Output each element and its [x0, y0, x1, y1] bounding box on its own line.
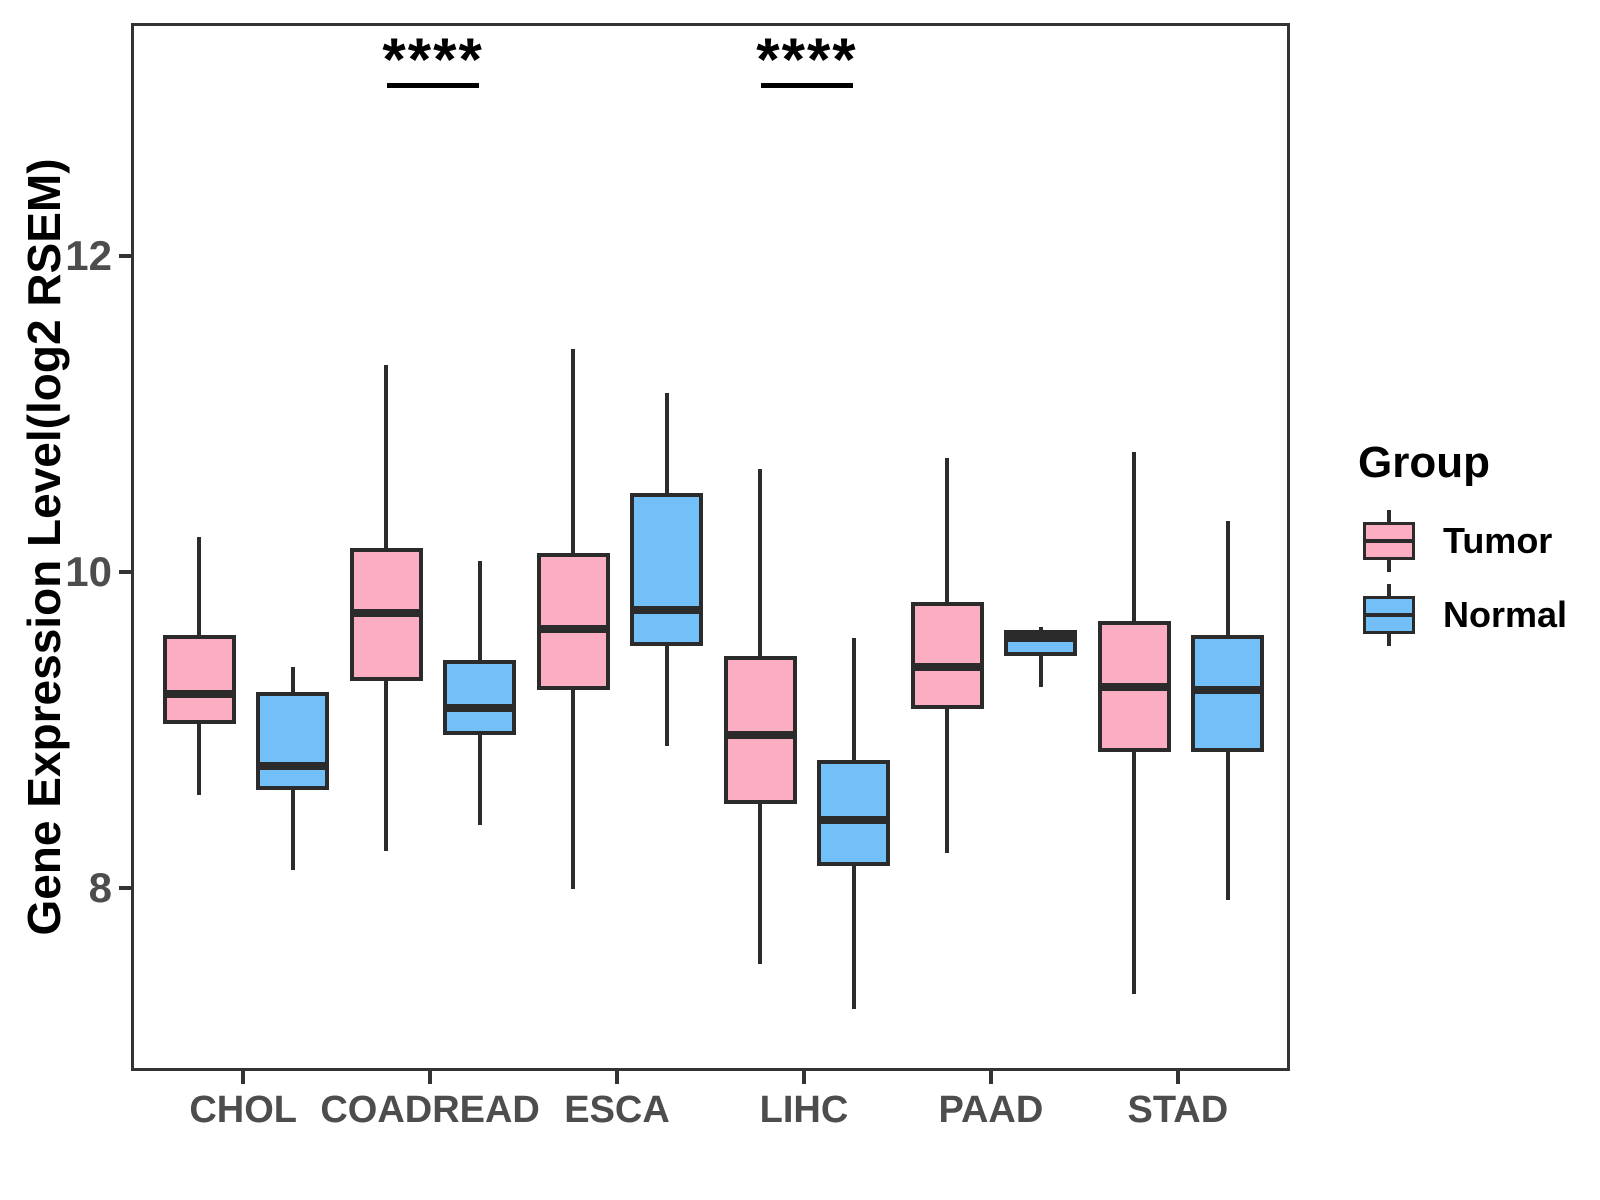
- box-Tumor-LIHC: [723, 655, 797, 805]
- x-tick-mark-LIHC: [801, 1071, 806, 1084]
- legend: Group Tumor Normal: [1330, 438, 1600, 658]
- y-tick-mark-8: [119, 886, 131, 890]
- median-Tumor-COADREAD: [349, 608, 423, 617]
- y-tick-mark-10: [119, 570, 131, 574]
- box-Normal-LIHC: [817, 759, 891, 866]
- x-tick-mark-COADREAD: [428, 1071, 433, 1084]
- boxplot-key-icon-Tumor: [1363, 510, 1415, 572]
- boxplot-key-icon-Normal: [1363, 584, 1415, 646]
- median-Tumor-STAD: [1097, 683, 1171, 692]
- legend-item-Normal: Normal: [1363, 584, 1600, 646]
- box-Tumor-ESCA: [536, 552, 610, 691]
- significance-bar-COADREAD: [387, 83, 480, 88]
- box-Normal-COADREAD: [443, 660, 517, 735]
- median-Normal-ESCA: [630, 605, 704, 614]
- key-median: [1366, 539, 1412, 543]
- significance-stars-COADREAD: ****: [382, 26, 484, 93]
- legend-label-Tumor: Tumor: [1443, 520, 1553, 561]
- median-Normal-CHOL: [256, 762, 330, 771]
- median-Tumor-PAAD: [910, 662, 984, 671]
- legend-item-Tumor: Tumor: [1363, 510, 1600, 572]
- x-tick-label-LIHC: LIHC: [759, 1089, 849, 1131]
- box-Normal-ESCA: [630, 492, 704, 647]
- x-tick-label-ESCA: ESCA: [564, 1089, 670, 1131]
- median-Tumor-ESCA: [536, 624, 610, 633]
- y-tick-label-8: 8: [88, 864, 112, 911]
- median-Tumor-LIHC: [723, 730, 797, 739]
- x-tick-mark-CHOL: [241, 1071, 246, 1084]
- legend-title: Group: [1358, 438, 1490, 487]
- x-tick-mark-STAD: [1175, 1071, 1180, 1084]
- plot-panel: **** ****: [131, 23, 1290, 1071]
- median-Normal-LIHC: [817, 815, 891, 824]
- significance-stars-LIHC: ****: [756, 26, 858, 93]
- median-Normal-COADREAD: [443, 703, 517, 712]
- box-Normal-CHOL: [256, 691, 330, 790]
- median-Normal-PAAD: [1004, 634, 1078, 643]
- box-Tumor-CHOL: [162, 635, 236, 724]
- significance-bar-LIHC: [760, 83, 853, 88]
- whisker-Normal-PAAD: [1038, 627, 1043, 688]
- key-median: [1366, 613, 1412, 617]
- legend-items: Tumor Normal: [1330, 510, 1600, 646]
- median-Tumor-CHOL: [162, 689, 236, 698]
- median-Normal-STAD: [1191, 686, 1265, 695]
- legend-label-Normal: Normal: [1443, 594, 1568, 635]
- box-Tumor-PAAD: [910, 601, 984, 710]
- x-tick-label-PAAD: PAAD: [938, 1089, 1044, 1131]
- x-tick-mark-PAAD: [988, 1071, 993, 1084]
- x-tick-mark-ESCA: [615, 1071, 620, 1084]
- y-tick-label-10: 10: [65, 548, 112, 595]
- y-tick-mark-12: [119, 254, 131, 258]
- x-tick-label-CHOL: CHOL: [189, 1089, 297, 1131]
- y-tick-label-12: 12: [65, 232, 112, 279]
- x-tick-label-STAD: STAD: [1127, 1089, 1229, 1131]
- x-tick-label-COADREAD: COADREAD: [320, 1089, 540, 1131]
